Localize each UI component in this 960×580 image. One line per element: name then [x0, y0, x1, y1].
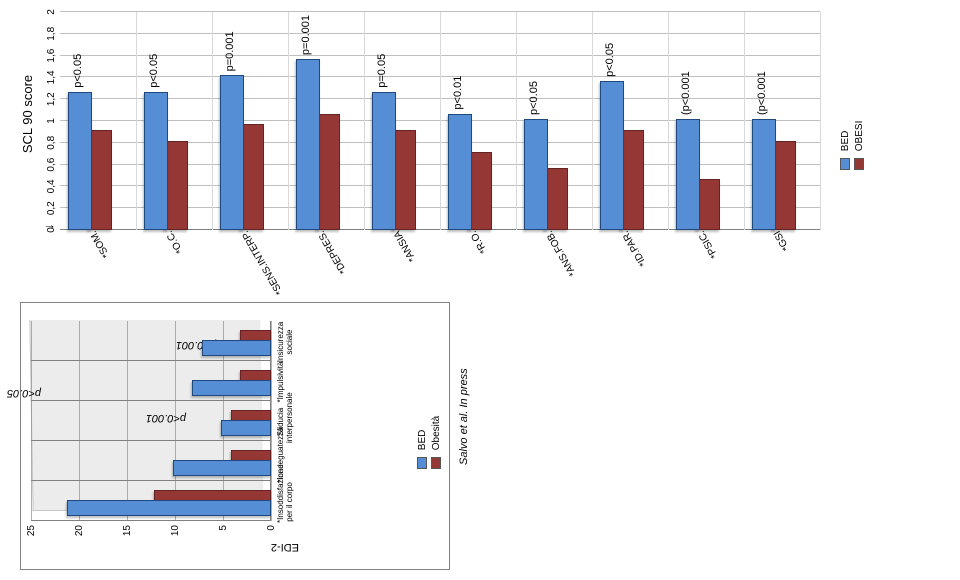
scale-tick: 1: [46, 111, 57, 131]
ytick: 10: [170, 525, 181, 547]
bar-bed: [600, 81, 624, 230]
legend-label-obesita: Obesità: [431, 416, 442, 450]
legend-row-obesi: OBESI: [854, 121, 865, 170]
edi2-plot: 0510152025: [31, 331, 271, 521]
pvalue-label: p<0.05: [604, 43, 616, 77]
swatch-obesita: [431, 457, 441, 469]
pvalue-label: p=0.05: [376, 54, 388, 88]
edi2-legend: BED Obesità: [417, 416, 445, 469]
cat-divider: [31, 480, 271, 481]
scl90-title: SCL 90 score: [20, 34, 35, 194]
edi2-tick-labels: 0510152025: [31, 525, 271, 547]
scale-tick: 1,4: [46, 67, 57, 87]
bar-bed: [448, 114, 472, 230]
edi2-annot-1: p<0.001: [146, 412, 186, 424]
cat-divider: [31, 400, 271, 401]
bar-bed: [68, 92, 92, 230]
scale-tick: 1,8: [46, 24, 57, 44]
cat-divider: [31, 520, 271, 521]
scale-tick: 1,2: [46, 89, 57, 109]
bar-bed: [676, 119, 700, 230]
scale-tick: 1,6: [46, 46, 57, 66]
scale-tick: 0,4: [46, 176, 57, 196]
ytick: 0: [266, 525, 277, 547]
cat-label: Insicurezza sociale: [277, 321, 295, 363]
scale-tick: 0,2: [46, 198, 57, 218]
cat-label: *Insoddisfazione per il corpo: [277, 481, 295, 523]
bar-bed: [173, 460, 271, 476]
scale-tick: 0: [46, 220, 57, 240]
cat-divider: [31, 440, 271, 441]
swatch-obesi: [854, 158, 864, 170]
bar-bed: [202, 340, 271, 356]
bar-bed: [144, 92, 168, 230]
pvalue-label: (p<0.001: [680, 71, 692, 115]
legend-label-bed: BED: [417, 430, 428, 451]
bar-bed: [220, 75, 244, 230]
bar-bed: [221, 420, 271, 436]
swatch-bed2: [840, 158, 850, 170]
scale-tick: 0,8: [46, 133, 57, 153]
scale-tick: 0,6: [46, 155, 57, 175]
bar-bed: [372, 92, 396, 230]
legend-label-obesi: OBESI: [854, 121, 865, 152]
scl90-legend: BED OBESI: [840, 121, 868, 170]
pvalue-label: p<0.05: [72, 54, 84, 88]
legend-row-bed: BED: [417, 416, 428, 469]
cat-divider: [31, 360, 271, 361]
ytick: 20: [74, 525, 85, 547]
bar-bed: [524, 119, 548, 230]
scale-tick: 2: [46, 2, 57, 22]
cat-label: *Impulsività: [277, 361, 286, 403]
edi2-annot-0: p<0.05: [7, 387, 41, 399]
ytick: 25: [26, 525, 37, 547]
ytick: 5: [218, 525, 229, 547]
group-divider: [820, 12, 821, 230]
pvalue-label: p<0.05: [148, 54, 160, 88]
ytick: 15: [122, 525, 133, 547]
left-panel: EDI-2 0510152025 *Insoddisfazione per il…: [20, 302, 450, 570]
gridline: [271, 321, 272, 521]
right-panel: SCL 90 score ↓ 00,20,40,60,811,21,41,61,…: [20, 10, 940, 280]
pvalue-label: p<0.01: [452, 76, 464, 110]
pvalue-label: p<0.05: [528, 81, 540, 115]
bar-bed: [192, 380, 271, 396]
pvalue-label: p=0.001: [224, 31, 236, 71]
bar-bed: [67, 500, 271, 516]
cat-label: *Inadeguatezza: [277, 441, 286, 483]
bar-bed: [296, 59, 320, 230]
bar-bed: [752, 119, 776, 230]
legend-label-bed2: BED: [840, 131, 851, 152]
swatch-bed: [417, 457, 427, 469]
legend-row-bed2: BED: [840, 121, 851, 170]
legend-row-obesita: Obesità: [431, 416, 442, 469]
cat-label: Sfiducia interpersonale: [277, 401, 295, 443]
pvalue-label: (p<0.001: [756, 71, 768, 115]
pvalue-label: p=0.001: [300, 15, 312, 55]
citation-text: Salvo et al. In press: [458, 368, 470, 465]
edi2-category-labels: *Insoddisfazione per il corpo*Inadeguate…: [277, 321, 337, 521]
edi2-bars: [31, 331, 271, 521]
page-root: EDI-2 0510152025 *Insoddisfazione per il…: [0, 0, 580, 580]
